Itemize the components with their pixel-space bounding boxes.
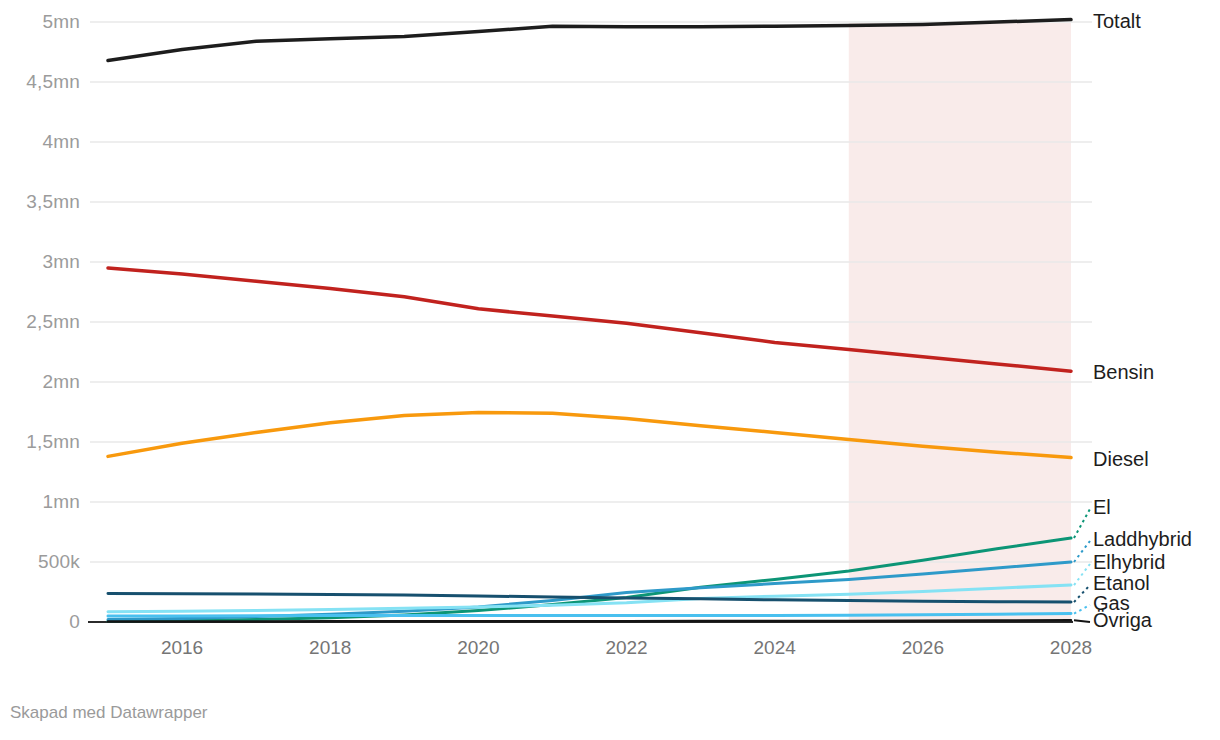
label-leader-el xyxy=(1074,509,1090,538)
series-line-gas xyxy=(108,614,1071,616)
attribution-text: Skapad med Datawrapper xyxy=(10,703,208,723)
chart-container: { "chart_data": { "type": "line", "title… xyxy=(0,0,1220,740)
y-axis-tick-label: 4,5mn xyxy=(8,71,80,93)
series-label-övriga: Övriga xyxy=(1093,609,1152,632)
x-axis-tick-label: 2024 xyxy=(730,637,820,659)
series-line-övriga xyxy=(108,620,1071,621)
y-axis-tick-label: 4mn xyxy=(8,131,80,153)
series-label-totalt: Totalt xyxy=(1093,10,1141,33)
x-axis-tick-label: 2022 xyxy=(582,637,672,659)
label-leader-etanol xyxy=(1074,585,1090,602)
label-leader-övriga xyxy=(1074,620,1090,622)
label-leader-gas xyxy=(1074,605,1090,614)
series-label-elhybrid: Elhybrid xyxy=(1093,551,1165,574)
series-label-el: El xyxy=(1093,496,1111,519)
y-axis-tick-label: 5mn xyxy=(8,11,80,33)
x-axis-tick-label: 2018 xyxy=(285,637,375,659)
y-axis-tick-label: 2mn xyxy=(8,371,80,393)
series-label-diesel: Diesel xyxy=(1093,448,1149,471)
y-axis-tick-label: 0 xyxy=(8,611,80,633)
series-label-bensin: Bensin xyxy=(1093,361,1154,384)
label-leader-laddhybrid xyxy=(1074,541,1090,562)
plot-area xyxy=(0,0,1220,695)
forecast-region xyxy=(849,23,1071,623)
y-axis-tick-label: 2,5mn xyxy=(8,311,80,333)
y-axis-tick-label: 1,5mn xyxy=(8,431,80,453)
y-axis-tick-label: 1mn xyxy=(8,491,80,513)
x-axis-tick-label: 2020 xyxy=(433,637,523,659)
x-axis-tick-label: 2016 xyxy=(137,637,227,659)
y-axis-tick-label: 3mn xyxy=(8,251,80,273)
y-axis-tick-label: 500k xyxy=(8,551,80,573)
label-leader-elhybrid xyxy=(1074,564,1090,585)
series-label-laddhybrid: Laddhybrid xyxy=(1093,528,1192,551)
y-axis-tick-label: 3,5mn xyxy=(8,191,80,213)
x-axis-tick-label: 2026 xyxy=(878,637,968,659)
x-axis-tick-label: 2028 xyxy=(1026,637,1116,659)
